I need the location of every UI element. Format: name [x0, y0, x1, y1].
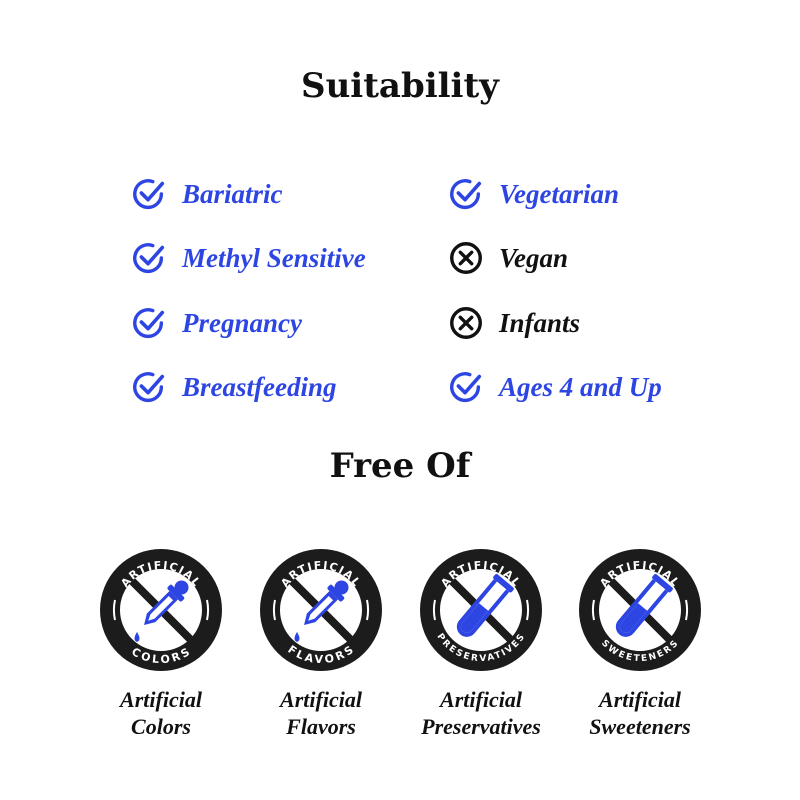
suitability-label: Infants: [499, 307, 581, 338]
badge-label-line1: Artificial: [599, 687, 681, 712]
badge-label-line2: Sweeteners: [589, 714, 691, 739]
free-of-badge: ARTIFICIAL SWEETENERS: [578, 548, 702, 672]
suitability-item: Vegetarian: [447, 174, 619, 214]
badge-bottom-text: COLORS: [129, 645, 192, 666]
badge-label-line1: Artificial: [440, 687, 522, 712]
badge-label-line2: Preservatives: [421, 714, 541, 739]
check-circle-icon: [133, 243, 165, 274]
badge-label: Artificial Colors: [81, 686, 241, 740]
suitability-label: Ages 4 and Up: [499, 371, 662, 402]
check-circle-icon: [450, 179, 482, 210]
suitability-label: Vegan: [499, 242, 569, 273]
free-of-title: Free Of: [329, 446, 471, 486]
badge-label: Artificial Preservatives: [401, 686, 561, 740]
suitability-label: Breastfeeding: [182, 371, 337, 402]
suitability-item: Vegan: [447, 238, 568, 278]
x-circle-icon: [450, 307, 482, 339]
suitability-label: Pregnancy: [182, 307, 302, 338]
suitability-item: Infants: [447, 303, 580, 343]
check-circle-icon: [133, 179, 165, 210]
suitability-label: Vegetarian: [499, 178, 620, 209]
check-circle-icon: [133, 308, 165, 339]
free-of-badge: ARTIFICIAL FLAVORS: [259, 548, 383, 672]
free-of-badge: ARTIFICIAL PRESERVATIVES: [419, 548, 543, 672]
test-tube-icon: [615, 573, 673, 637]
dropper-icon: [134, 580, 189, 642]
free-of-badge: ARTIFICIAL COLORS: [99, 548, 223, 672]
suitability-label: Methyl Sensitive: [182, 242, 366, 273]
suitability-item: Breastfeeding: [130, 367, 337, 407]
suitability-item: Ages 4 and Up: [447, 367, 662, 407]
badge-label-line1: Artificial: [120, 687, 202, 712]
badge-label: Artificial Sweeteners: [560, 686, 720, 740]
test-tube-icon: [456, 573, 514, 637]
dropper-icon: [294, 580, 349, 642]
x-circle-icon: [450, 242, 482, 274]
check-circle-icon: [450, 372, 482, 403]
suitability-item: Bariatric: [130, 174, 283, 214]
suitability-title: Suitability: [301, 66, 499, 106]
check-circle-icon: [133, 372, 165, 403]
badge-label-line2: Colors: [131, 714, 191, 739]
badge-label-line1: Artificial: [280, 687, 362, 712]
suitability-label: Bariatric: [182, 178, 283, 209]
badge-label: Artificial Flavors: [241, 686, 401, 740]
svg-text:COLORS: COLORS: [129, 645, 193, 666]
suitability-item: Pregnancy: [130, 303, 302, 343]
badge-label-line2: Flavors: [286, 714, 356, 739]
suitability-item: Methyl Sensitive: [130, 238, 366, 278]
